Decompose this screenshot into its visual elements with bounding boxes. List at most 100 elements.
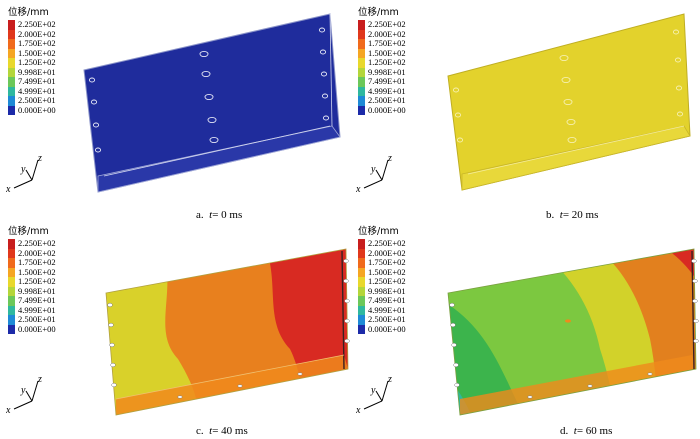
legend-title: 位移/mm: [8, 7, 49, 18]
legend-row: 1.750E+02: [8, 257, 56, 268]
legend-rows: 2.250E+02 2.000E+02 1.750E+02 1.500E+02 1.25…: [358, 238, 406, 334]
legend-value: 0.000E+00: [368, 104, 406, 115]
legend-value: 0.000E+00: [18, 104, 56, 115]
legend-row: 1.250E+02: [358, 276, 406, 287]
legend-row: 4.999E+01: [8, 305, 56, 315]
legend-row: 1.500E+02: [358, 266, 406, 277]
axis-y-label: y: [20, 164, 26, 175]
legend-swatch: [8, 286, 15, 296]
legend-value: 1.750E+02: [368, 257, 406, 267]
legend-value: 1.750E+02: [18, 38, 56, 48]
legend-row: 1.750E+02: [358, 257, 406, 268]
legend-value: 1.500E+02: [368, 266, 406, 277]
legend-value: 7.499E+01: [18, 295, 56, 305]
plate-model: [105, 248, 350, 416]
legend-row: 2.000E+02: [8, 28, 56, 39]
legend-swatch: [358, 305, 365, 315]
legend-swatch: [358, 277, 365, 287]
legend-row: 2.250E+02: [358, 19, 406, 30]
legend-value: 2.500E+01: [18, 314, 56, 324]
legend-row: 1.750E+02: [358, 38, 406, 49]
legend-value: 9.998E+01: [18, 285, 56, 296]
legend-title: 位移/mm: [358, 226, 399, 237]
legend-value: 1.750E+02: [368, 38, 406, 48]
legend-value: 2.500E+01: [368, 314, 406, 324]
legend-swatch: [358, 296, 365, 306]
legend-swatch: [8, 305, 15, 315]
legend-value: 2.250E+02: [18, 19, 56, 29]
axis-triad: z y x: [6, 153, 42, 195]
legend-row: 2.000E+02: [358, 29, 406, 39]
axis-z-label: z: [37, 374, 42, 385]
legend-swatch: [358, 96, 365, 106]
legend-swatch: [8, 248, 15, 258]
legend-value: 0.000E+00: [368, 323, 406, 334]
legend-value: 2.000E+02: [18, 247, 56, 258]
axis-z-label: z: [37, 153, 42, 164]
legend-value: 1.500E+02: [18, 266, 56, 277]
legend-row: 1.500E+02: [358, 48, 406, 58]
legend-swatch: [358, 29, 365, 39]
legend-swatch: [358, 86, 365, 96]
legend-value: 2.000E+02: [18, 28, 56, 39]
legend-swatch: [8, 324, 15, 334]
legend-swatch: [8, 48, 15, 58]
legend-value: 9.998E+01: [18, 66, 56, 77]
legend-swatch: [8, 296, 15, 306]
axis-x-label: x: [356, 405, 361, 416]
legend: 位移/mm 2.250E+02 2.000E+02 1.750E+02 1.500E+…: [8, 7, 56, 115]
legend-row: 4.999E+01: [358, 304, 406, 315]
legend-swatch: [8, 277, 15, 287]
legend-swatch: [8, 86, 15, 96]
legend-row: 7.499E+01: [358, 76, 406, 87]
legend-swatch: [8, 67, 15, 77]
legend-value: 0.000E+00: [18, 323, 56, 334]
legend-row: 9.998E+01: [358, 285, 406, 296]
legend-row: 0.000E+00: [8, 323, 56, 334]
axis-y-label: y: [370, 164, 376, 175]
legend-row: 2.000E+02: [8, 247, 56, 258]
legend-row: 2.250E+02: [358, 238, 406, 249]
panel-caption: a. t= 0 ms: [196, 209, 243, 221]
legend-swatch: [358, 324, 365, 334]
axis-x-label: x: [6, 184, 11, 195]
legend-row: 2.500E+01: [8, 314, 56, 325]
legend-value: 4.999E+01: [368, 85, 406, 96]
legend-swatch: [8, 39, 15, 49]
legend-value: 2.250E+02: [368, 238, 406, 248]
legend: 位移/mm 2.250E+02 2.000E+02 1.750E+02 1.500E+…: [8, 226, 56, 334]
legend-value: 4.999E+01: [368, 304, 406, 315]
legend-swatch: [358, 48, 365, 58]
legend-swatch: [8, 96, 15, 106]
legend-row: 4.999E+01: [8, 85, 56, 96]
panel-caption: c. t= 40 ms: [196, 425, 248, 437]
legend-rows: 2.250E+02 2.000E+02 1.750E+02 1.500E+02 1.25…: [8, 238, 56, 334]
legend: 位移/mm 2.250E+02 2.000E+02 1.750E+02 1.500E+…: [358, 7, 406, 115]
legend-row: 4.999E+01: [358, 85, 406, 96]
legend-swatch: [358, 267, 365, 277]
legend-row: 2.250E+02: [8, 238, 56, 249]
legend-value: 4.999E+01: [18, 85, 56, 96]
legend-title: 位移/mm: [358, 7, 399, 18]
legend: 位移/mm 2.250E+02 2.000E+02 1.750E+02 1.500E+…: [358, 226, 406, 334]
plate-model: [447, 13, 691, 191]
legend-row: 0.000E+00: [358, 323, 406, 334]
legend-row: 1.500E+02: [8, 266, 56, 277]
panel-caption: d. t= 60 ms: [560, 425, 613, 437]
legend-value: 9.998E+01: [368, 285, 406, 296]
legend-swatch: [8, 20, 15, 30]
plate-model: [447, 248, 699, 416]
legend-row: 2.500E+01: [358, 95, 406, 106]
legend-swatch: [8, 267, 15, 277]
legend-rows: 2.250E+02 2.000E+02 1.750E+02 1.500E+02 1.25…: [358, 19, 406, 115]
legend-row: 9.998E+01: [8, 285, 56, 296]
axis-y-label: y: [370, 385, 376, 396]
panel-caption: b. t= 20 ms: [546, 209, 599, 221]
legend-row: 7.499E+01: [8, 76, 56, 87]
legend-value: 2.250E+02: [18, 238, 56, 248]
panel-a: 位移/mm 2.250E+02 2.000E+02 1.750E+02 1.500E+…: [0, 0, 350, 221]
legend-rows: 2.250E+02 2.000E+02 1.750E+02 1.500E+02 1.25…: [8, 19, 56, 115]
legend-value: 2.000E+02: [368, 247, 406, 258]
legend-value: 1.250E+02: [18, 276, 56, 286]
legend-swatch: [8, 258, 15, 268]
